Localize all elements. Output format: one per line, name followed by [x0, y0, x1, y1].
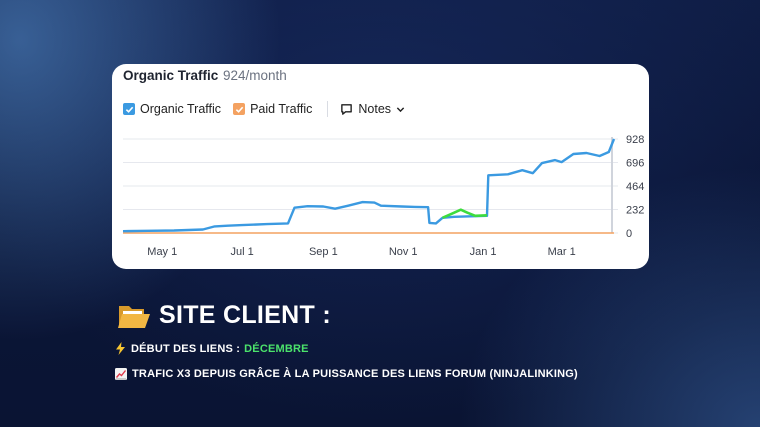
headline: SITE CLIENT :	[117, 301, 331, 330]
organic-traffic-label: Organic Traffic	[140, 102, 222, 116]
comment-icon	[340, 103, 353, 116]
traffic-growth-text: TRAFIC X3 DEPUIS GRÂCE À LA PUISSANCE DE…	[132, 368, 578, 380]
x-tick-label: May 1	[147, 246, 177, 258]
links-start-highlight	[441, 208, 488, 219]
chart-legend: Organic Traffic Paid Traffic Notes	[123, 101, 405, 117]
x-tick-label: Jan 1	[470, 246, 497, 258]
chevron-down-icon	[396, 105, 405, 114]
y-tick-label: 696	[626, 158, 644, 170]
x-tick-label: Nov 1	[389, 246, 418, 258]
links-start-label: DÉBUT DES LIENS :	[131, 342, 241, 355]
paid-traffic-label: Paid Traffic	[250, 102, 313, 116]
lightning-icon	[115, 342, 126, 355]
notes-dropdown[interactable]: Notes	[340, 102, 405, 116]
traffic-line-chart: 928 696 464 232 0 May 1 Jul 1 Sep 1 Nov 1 Jan 1 Ma…	[122, 134, 644, 258]
paid-checkbox[interactable]	[233, 103, 246, 115]
y-tick-label: 232	[626, 205, 644, 217]
y-tick-label: 928	[626, 134, 644, 146]
organic-traffic-line	[122, 138, 616, 233]
paid-traffic-toggle[interactable]: Paid Traffic	[233, 102, 312, 116]
x-tick-label: Jul 1	[231, 246, 254, 258]
legend-divider	[327, 101, 329, 117]
x-tick-label: Sep 1	[309, 246, 338, 258]
open-folder-icon	[117, 302, 151, 330]
chart-increasing-icon	[115, 368, 127, 380]
card-subtitle: 924/month	[223, 68, 287, 83]
notes-label: Notes	[358, 102, 392, 116]
traffic-growth-line: TRAFIC X3 DEPUIS GRÂCE À LA PUISSANCE DE…	[115, 368, 578, 380]
y-tick-label: 0	[626, 228, 632, 240]
organic-traffic-card: Organic Traffic 924/month Organic Traffi…	[112, 64, 649, 269]
headline-text: SITE CLIENT :	[159, 301, 331, 329]
links-start-line: DÉBUT DES LIENS : DÉCEMBRE	[115, 342, 309, 355]
links-start-month: DÉCEMBRE	[244, 342, 309, 355]
x-tick-label: Mar 1	[548, 246, 576, 258]
card-title: Organic Traffic	[123, 68, 219, 83]
organic-checkbox[interactable]	[123, 103, 135, 115]
y-tick-label: 464	[626, 181, 644, 193]
organic-traffic-toggle[interactable]: Organic Traffic	[123, 102, 221, 116]
